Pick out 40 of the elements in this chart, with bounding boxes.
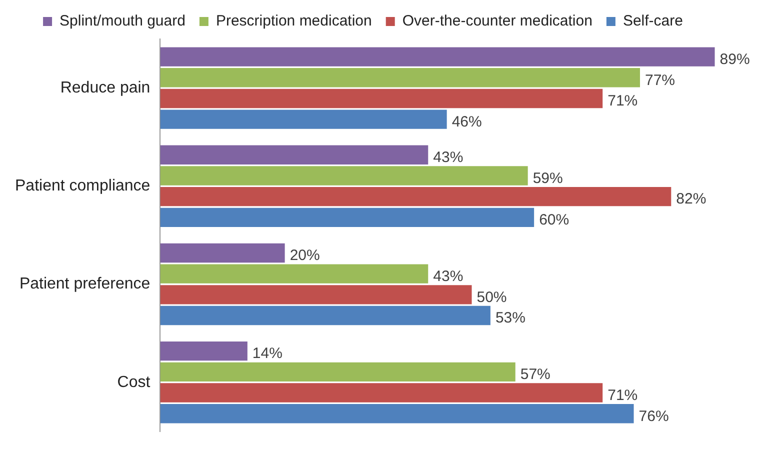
bar xyxy=(160,362,516,382)
data-label: 57% xyxy=(520,366,550,384)
data-label: 20% xyxy=(290,247,320,264)
data-label: 71% xyxy=(608,92,638,110)
y-tick-label: Reduce pain xyxy=(60,79,150,96)
bar xyxy=(160,383,603,402)
data-label: 43% xyxy=(433,268,464,285)
data-label: 50% xyxy=(476,288,507,306)
data-label: 43% xyxy=(433,149,464,166)
bar xyxy=(160,145,428,164)
bar xyxy=(160,208,534,228)
bar xyxy=(160,47,715,66)
bar xyxy=(160,306,490,326)
bar xyxy=(160,186,672,206)
y-tick-label: Patient preference xyxy=(19,276,150,293)
data-label: 53% xyxy=(495,310,526,327)
bar xyxy=(160,166,528,186)
data-label: 59% xyxy=(532,170,563,187)
bar xyxy=(160,110,447,129)
legend-label: Self-care xyxy=(622,12,683,30)
data-label: 82% xyxy=(676,190,706,208)
data-label: 71% xyxy=(608,386,638,404)
bar xyxy=(160,88,603,108)
bar xyxy=(160,285,472,304)
data-label: 46% xyxy=(452,113,482,130)
legend-label: Prescription medication xyxy=(216,12,372,30)
data-label: 89% xyxy=(720,50,750,68)
data-label: 76% xyxy=(638,408,669,425)
bar xyxy=(160,404,634,424)
data-label: 14% xyxy=(252,345,282,362)
bar xyxy=(160,264,428,284)
bar xyxy=(160,68,640,88)
data-label: 60% xyxy=(539,212,570,229)
legend-label: Splint/mouth guard xyxy=(60,12,186,30)
bar xyxy=(160,341,248,361)
y-tick-label: Cost xyxy=(117,374,151,391)
y-tick-label: Patient compliance xyxy=(15,178,150,195)
bar xyxy=(160,243,285,263)
data-label: 77% xyxy=(644,72,676,89)
legend-label: Over-the-counter medication xyxy=(402,12,592,30)
